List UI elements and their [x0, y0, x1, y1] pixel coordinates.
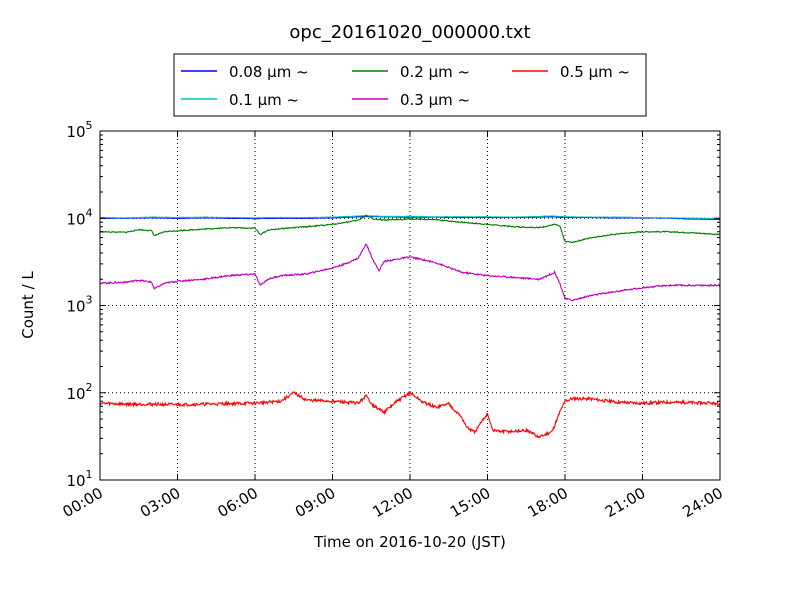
y-axis-label: Count / L [19, 271, 37, 339]
legend-label: 0.3 μm ~ [400, 91, 470, 109]
chart-title: opc_20161020_000000.txt [289, 22, 530, 43]
y-tick-label-exponent: 3 [86, 294, 93, 307]
y-tick-label-exponent: 4 [86, 206, 93, 219]
axis-ticks [99, 130, 721, 481]
y-tick-label-exponent: 1 [86, 468, 93, 481]
series-line [99, 243, 721, 302]
y-tick-label-exponent: 2 [86, 381, 93, 394]
legend-label: 0.2 μm ~ [400, 63, 470, 81]
series-layer [99, 214, 721, 439]
y-tick-label: 10 [66, 298, 85, 316]
y-tick-label: 10 [66, 123, 85, 141]
series-line [99, 214, 721, 244]
legend-label: 0.5 μm ~ [560, 63, 630, 81]
x-axis-label: Time on 2016-10-20 (JST) [313, 533, 506, 551]
y-tick-label-exponent: 5 [86, 119, 93, 132]
y-tick-label: 10 [66, 472, 85, 490]
series-line [99, 215, 720, 220]
y-tick-label: 10 [66, 210, 85, 228]
legend-label: 0.1 μm ~ [229, 91, 299, 109]
series-line [99, 391, 721, 439]
legend-label: 0.08 μm ~ [229, 63, 309, 81]
y-tick-label: 10 [66, 385, 85, 403]
legend: 0.08 μm ~ 0.1 μm ~ 0.2 μm ~ 0.3 μm ~ 0.5 μm … [173, 53, 647, 117]
legend-box [173, 53, 647, 117]
